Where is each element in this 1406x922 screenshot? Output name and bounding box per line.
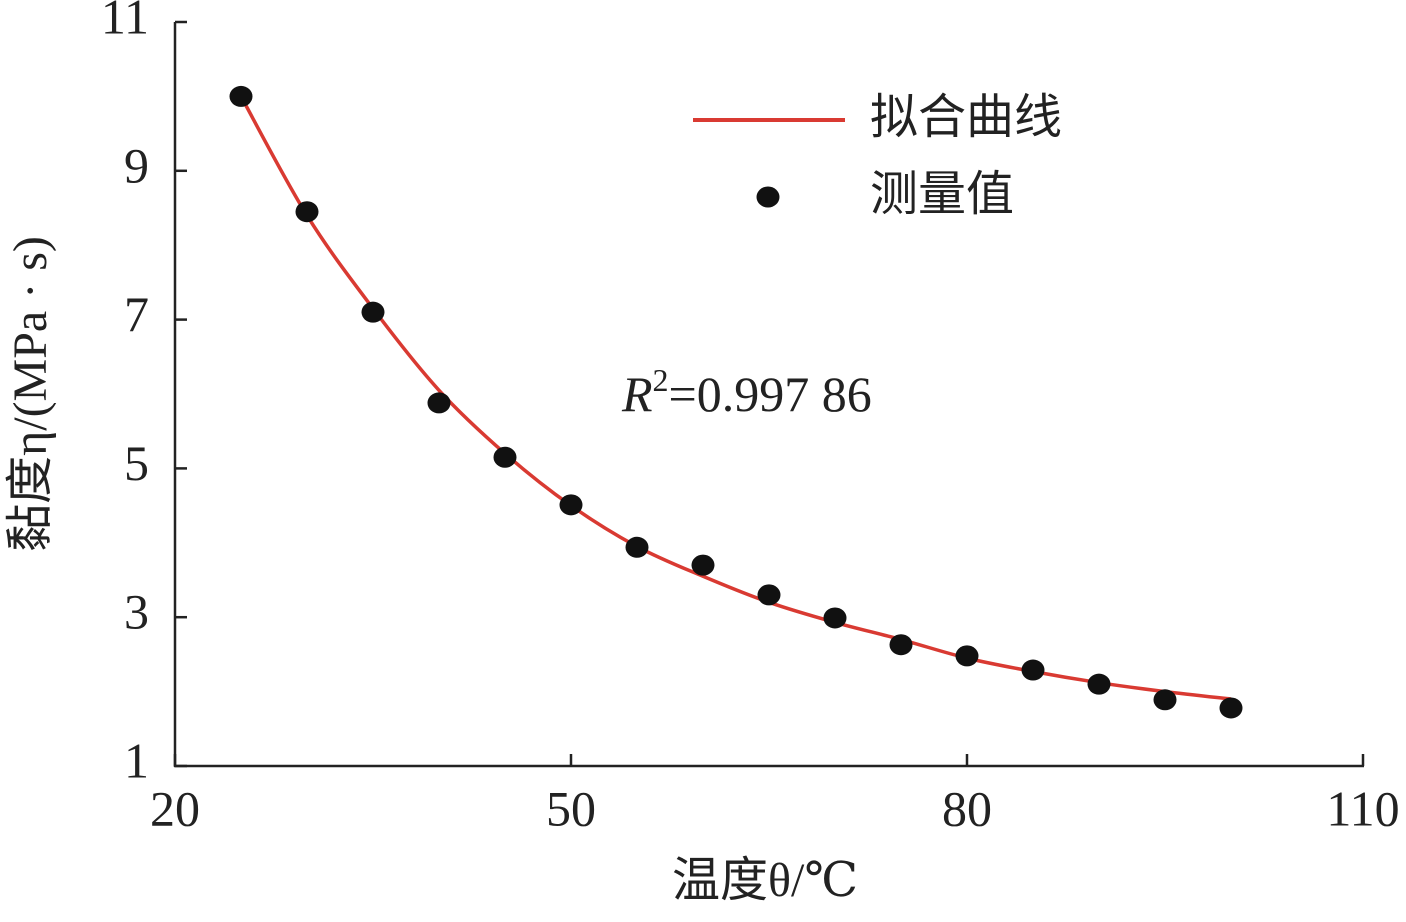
data-point (1021, 659, 1045, 681)
x-tick-label: 110 (1326, 780, 1399, 836)
legend-label: 拟合曲线 (870, 89, 1062, 145)
x-tick-label: 80 (942, 780, 992, 836)
annotation: R2=0.997 86 (621, 362, 872, 422)
legend-label: 测量值 (870, 166, 1014, 222)
y-tick-label: 3 (124, 584, 149, 640)
data-point (1219, 697, 1243, 719)
x-tick-label: 50 (546, 780, 596, 836)
data-point (1153, 689, 1177, 711)
y-tick-label: 11 (101, 0, 149, 44)
x-tick-label: 20 (150, 780, 200, 836)
data-point (559, 494, 583, 516)
data-point (625, 536, 649, 558)
annotation-exponent: 2 (653, 362, 669, 398)
y-tick-label: 9 (124, 137, 149, 193)
legend-marker (756, 186, 780, 208)
y-axis-label: 黏度η/(MPa · s) (4, 236, 57, 552)
data-point (757, 584, 781, 606)
data-point (955, 645, 979, 667)
annotation-symbol: R (621, 366, 653, 422)
data-point (295, 201, 319, 223)
data-point (691, 554, 715, 576)
data-point (1087, 673, 1111, 695)
data-point (493, 446, 517, 468)
data-point (823, 607, 847, 629)
annotation-text: =0.997 86 (669, 366, 872, 422)
data-point (229, 85, 253, 107)
data-point (361, 301, 385, 323)
y-tick-label: 5 (124, 435, 149, 491)
data-point (427, 392, 451, 414)
x-axis-label: 温度θ/℃ (672, 854, 858, 907)
y-tick-label: 7 (124, 286, 149, 342)
y-tick-label: 1 (124, 732, 149, 788)
data-point (889, 634, 913, 656)
